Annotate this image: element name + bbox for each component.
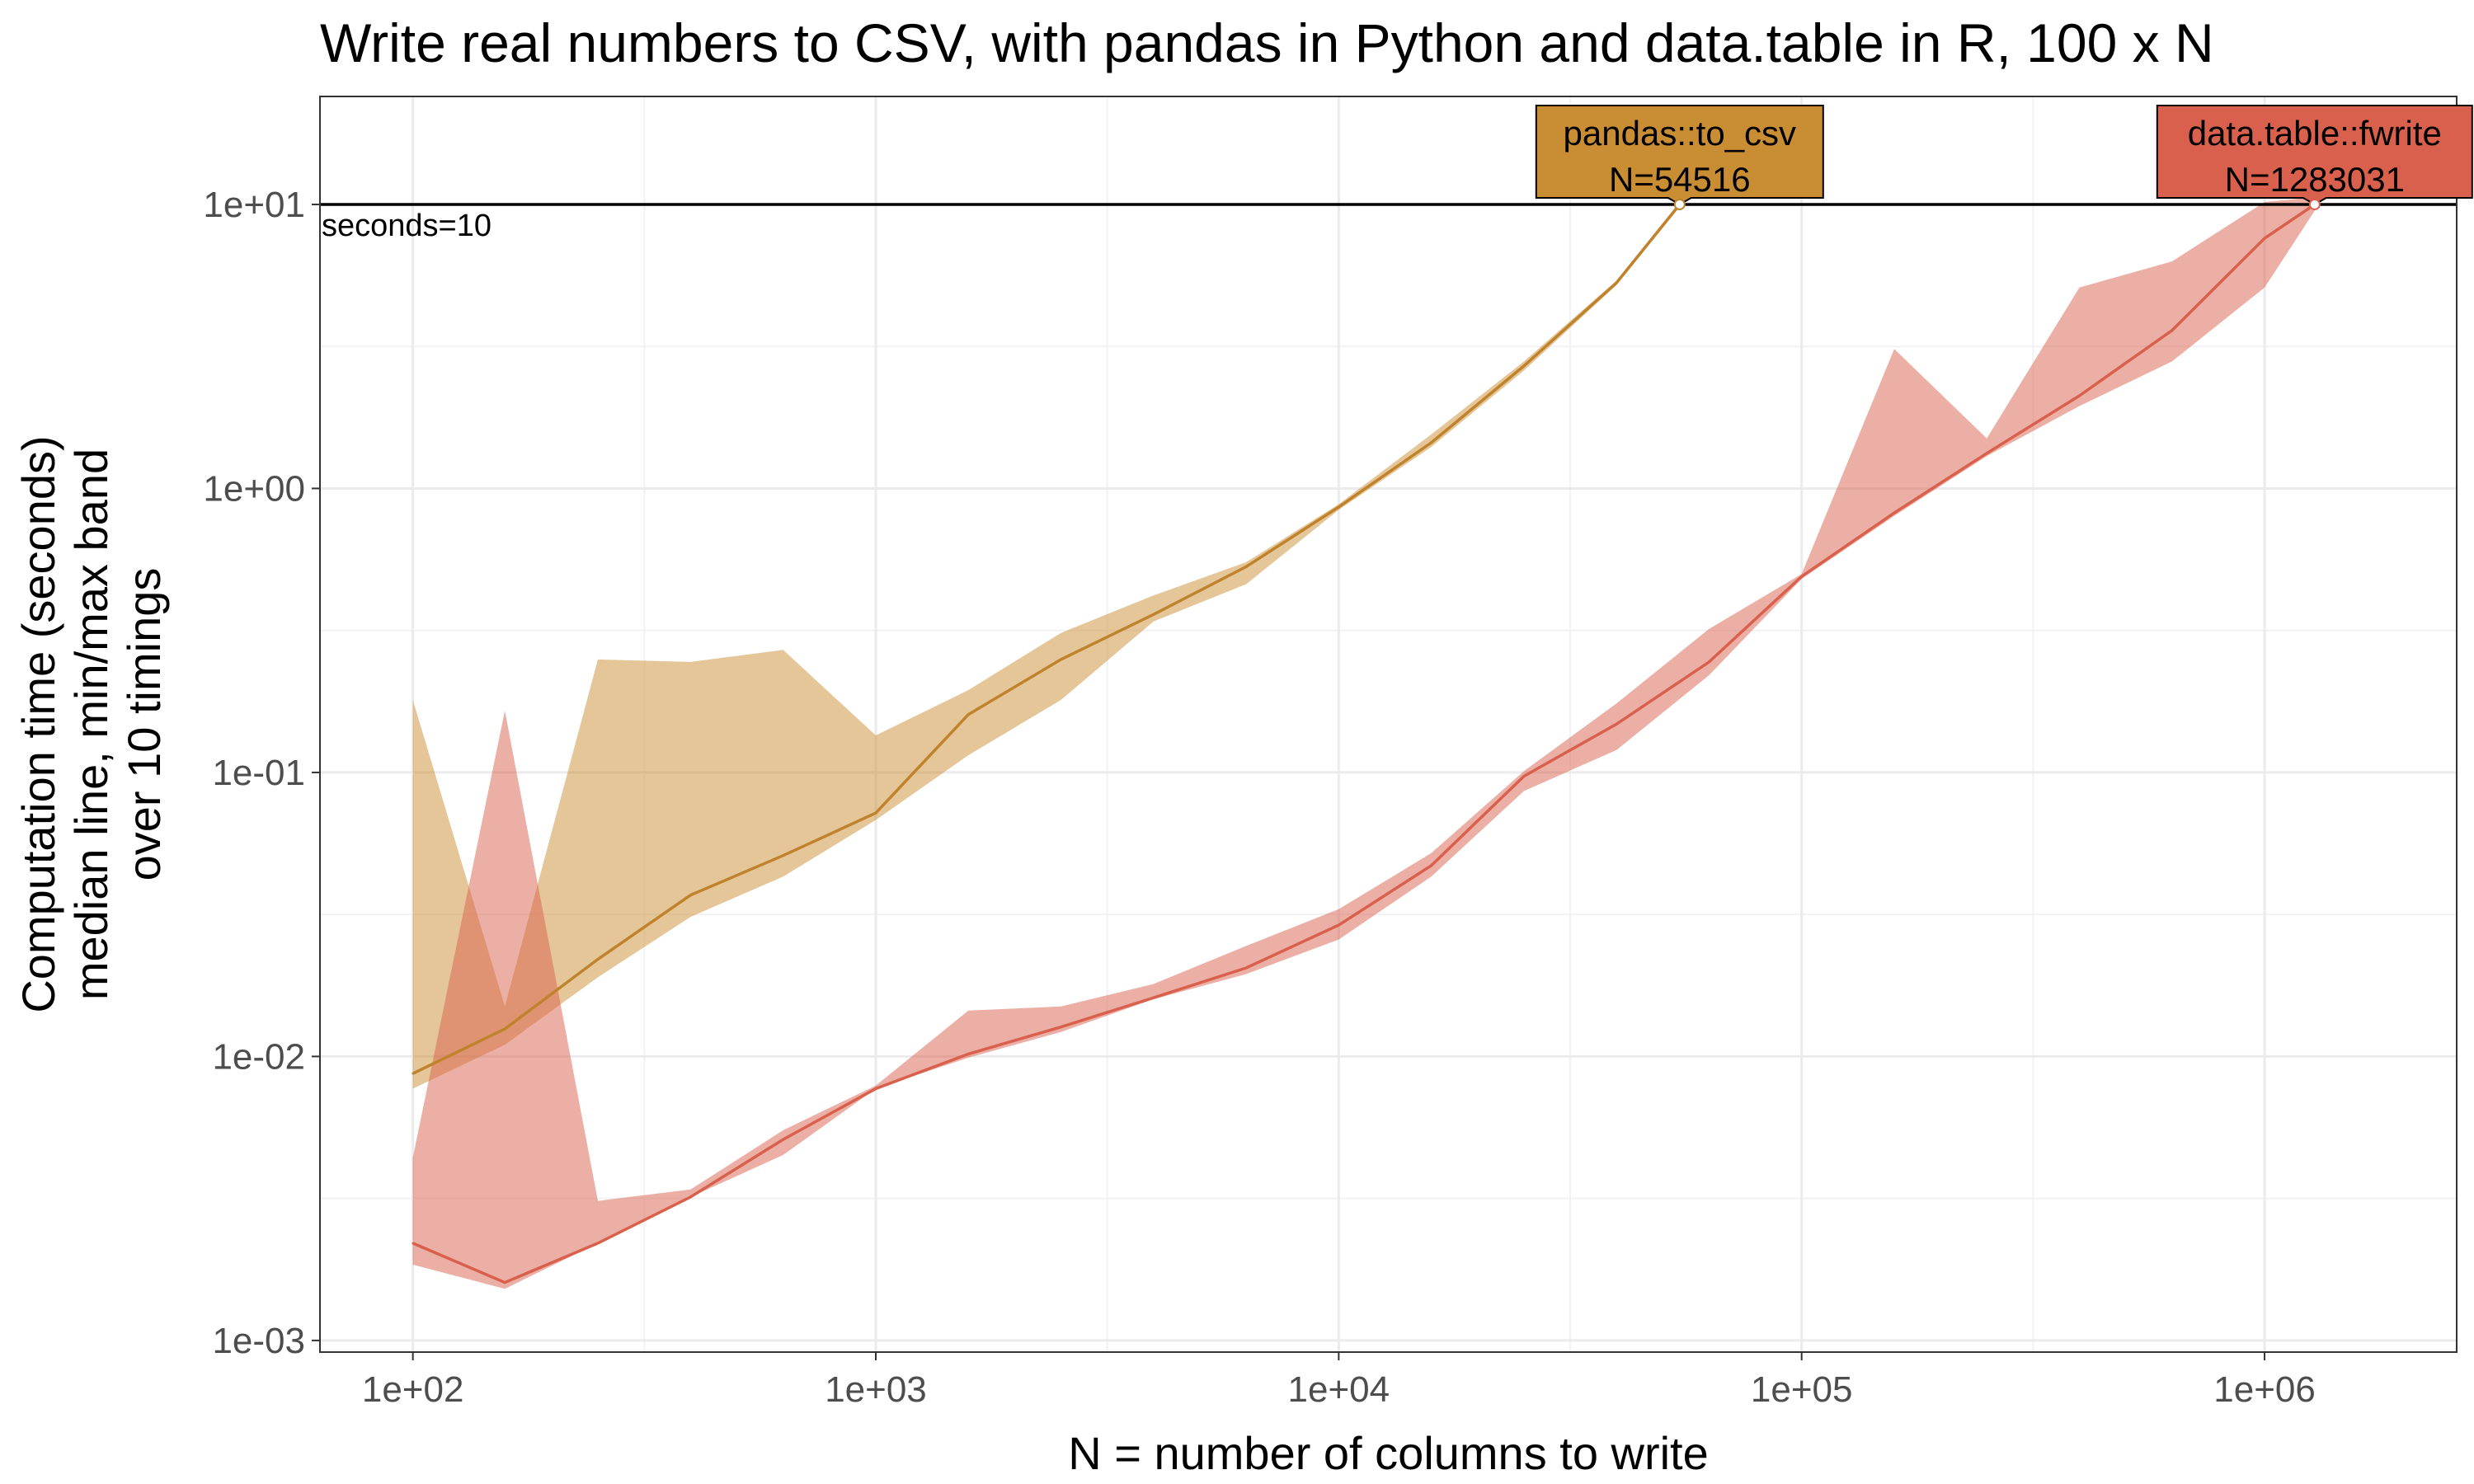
line-layer <box>412 203 2316 1284</box>
y-axis-title-line: over 10 timings <box>118 568 170 881</box>
x-tick-label: 1e+06 <box>2213 1369 2316 1410</box>
x-tick-label: 1e+05 <box>1751 1369 1853 1410</box>
median-point <box>1986 452 1988 454</box>
median-point <box>503 1027 506 1031</box>
direct-label-n: N=54516 <box>1609 160 1751 199</box>
median-point <box>1060 658 1062 661</box>
median-point <box>1522 775 1526 777</box>
x-tick-label: 1e+02 <box>362 1369 464 1410</box>
chart-title: Write real numbers to CSV, with pandas i… <box>320 12 2214 73</box>
direct-label-name: data.table::fwrite <box>2188 114 2442 153</box>
reference-line-label: seconds=10 <box>322 209 492 243</box>
median-point <box>2171 329 2173 332</box>
median-point <box>1244 966 1248 970</box>
y-tick-label: 1e+01 <box>203 185 305 225</box>
direct-label-n: N=1283031 <box>2225 160 2405 199</box>
y-tick-label: 1e+00 <box>203 468 305 509</box>
median-point <box>1708 660 1710 664</box>
median-point <box>967 1053 970 1055</box>
median-point <box>596 1242 600 1245</box>
median-point <box>1244 566 1248 568</box>
median-line-series-1 <box>412 203 2316 1284</box>
y-axis-title-line: median line, min/max band <box>65 448 117 1000</box>
band-series-0 <box>412 202 1680 1089</box>
median-point <box>874 811 877 815</box>
y-tick-label: 1e-03 <box>212 1321 305 1361</box>
band-layer <box>412 197 2315 1289</box>
median-point <box>1152 613 1155 616</box>
median-point <box>1060 1026 1062 1028</box>
direct-label-name: pandas::to_csv <box>1564 114 1797 153</box>
median-point <box>1430 441 1432 444</box>
median-point <box>1522 364 1526 368</box>
median-point <box>503 1281 506 1284</box>
median-point <box>689 894 692 896</box>
median-point <box>782 854 784 857</box>
median-point <box>412 1242 414 1245</box>
median-point <box>1615 723 1618 726</box>
median-point <box>1800 575 1803 578</box>
direct-label-box-series-0 <box>1535 104 1824 206</box>
median-point <box>412 1073 414 1075</box>
median-point <box>596 958 600 960</box>
y-axis-title: Computation time (seconds)median line, m… <box>12 435 170 1012</box>
reference-line-group: seconds=10 <box>320 203 2457 243</box>
median-point <box>2078 394 2081 397</box>
band-series-1 <box>412 197 2315 1289</box>
median-point <box>1615 281 1618 284</box>
plot-frame <box>319 96 2458 1353</box>
median-point <box>1338 505 1340 509</box>
median-point <box>2263 237 2266 240</box>
y-axis-title-line: Computation time (seconds) <box>12 435 64 1012</box>
median-point <box>1152 996 1155 999</box>
endpoint-marker-series-0 <box>1673 198 1686 210</box>
median-point <box>1893 511 1896 514</box>
y-tick-label: 1e-01 <box>212 753 305 793</box>
panel-border <box>319 96 2458 1353</box>
axis-labels: 1e+02 1e+03 1e+04 1e+05 1e+06 1e-03 1e-02 1e-01… <box>12 185 2316 1479</box>
x-tick-label: 1e+03 <box>825 1369 927 1410</box>
x-axis-title: N = number of columns to write <box>1068 1427 1709 1479</box>
y-tick-label: 1e-02 <box>212 1036 305 1077</box>
x-tick-label: 1e+04 <box>1288 1369 1390 1410</box>
median-point <box>1338 923 1340 927</box>
median-point <box>967 713 970 716</box>
median-point <box>782 1138 784 1141</box>
median-point <box>1430 864 1432 867</box>
median-point <box>689 1195 692 1199</box>
direct-label-box-series-1 <box>2156 104 2473 206</box>
endpoint-marker-series-1 <box>2308 198 2321 210</box>
median-point <box>874 1087 877 1090</box>
